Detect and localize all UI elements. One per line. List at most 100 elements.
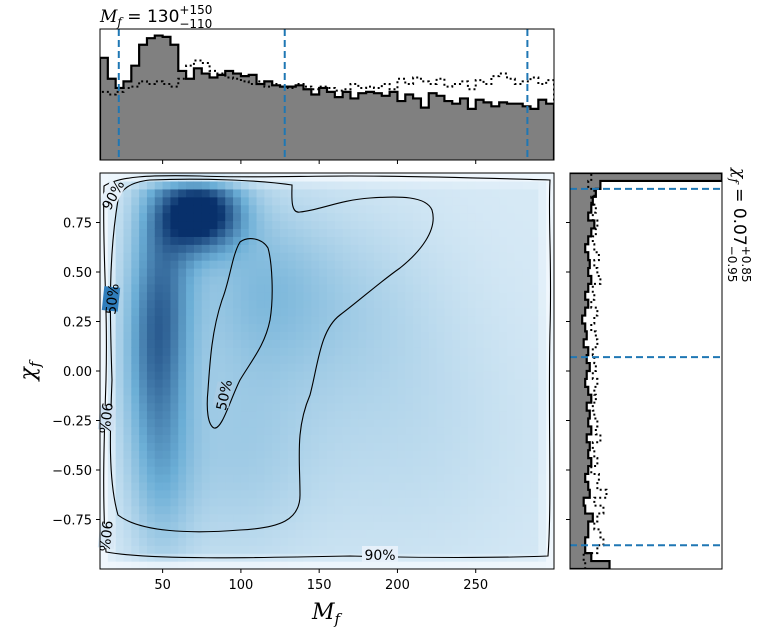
heatmap-cell	[491, 252, 500, 261]
heatmap-cell	[162, 173, 172, 182]
heatmap-cell	[460, 315, 469, 325]
heatmap-cell	[319, 450, 328, 459]
heatmap-cell	[256, 426, 265, 435]
heatmap-cell	[107, 466, 117, 475]
heatmap-cell	[538, 426, 547, 435]
heatmap-cell	[452, 418, 461, 428]
contour-50-inner	[206, 238, 273, 429]
heatmap-cell	[405, 402, 414, 412]
heatmap-cell	[452, 283, 461, 293]
heatmap-cell	[170, 466, 179, 475]
heatmap-cell	[436, 331, 446, 340]
heatmap-cell	[193, 561, 203, 569]
heatmap-cell	[287, 307, 297, 317]
heatmap-cell	[381, 252, 391, 261]
heatmap-cell	[264, 236, 273, 245]
heatmap-cell	[389, 299, 399, 309]
heatmap-cell	[327, 331, 336, 340]
heatmap-cell	[178, 386, 187, 396]
heatmap-cell	[483, 220, 492, 230]
heatmap-cell	[546, 418, 554, 428]
heatmap-cell	[358, 481, 367, 491]
heatmap-cell	[499, 347, 508, 356]
heatmap-cell	[405, 236, 414, 245]
heatmap-cell	[178, 244, 187, 253]
heatmap-cell	[217, 410, 226, 420]
heatmap-cell	[209, 489, 219, 499]
heatmap-cell	[287, 347, 297, 356]
heatmap-cell	[444, 331, 453, 340]
heatmap-cell	[225, 497, 234, 507]
heatmap-cell	[100, 315, 109, 325]
heatmap-cell	[538, 331, 547, 340]
heatmap-cell	[186, 220, 195, 230]
heatmap-cell	[413, 442, 422, 451]
heatmap-cell	[295, 545, 305, 554]
heatmap-cell	[131, 442, 140, 451]
heatmap-cell	[483, 537, 492, 546]
heatmap-cell	[162, 394, 172, 404]
heatmap-cell	[225, 561, 234, 569]
heatmap-cell	[233, 220, 242, 230]
heatmap-cell	[358, 442, 367, 451]
heatmap-cell	[295, 355, 305, 364]
heatmap-cell	[475, 521, 485, 530]
heatmap-cell	[366, 497, 375, 507]
heatmap-cell	[413, 473, 422, 483]
heatmap-cell	[107, 323, 117, 332]
heatmap-cell	[381, 347, 391, 356]
heatmap-cell	[334, 188, 344, 198]
heatmap-cell	[115, 307, 125, 317]
heatmap-cell	[115, 331, 125, 340]
heatmap-cell	[522, 260, 532, 269]
heatmap-cell	[201, 513, 211, 523]
heatmap-cell	[530, 180, 539, 190]
heatmap-cell	[483, 505, 492, 515]
heatmap-cell	[499, 315, 508, 325]
heatmap-cell	[264, 252, 273, 261]
heatmap-cell	[131, 228, 140, 237]
heatmap-cell	[522, 394, 532, 404]
heatmap-cell	[178, 394, 187, 404]
heatmap-cell	[507, 275, 516, 285]
heatmap-cell	[233, 450, 242, 459]
heatmap-cell	[452, 331, 461, 340]
heatmap-cell	[272, 323, 281, 332]
heatmap-cell	[538, 180, 547, 190]
heatmap-cell	[311, 268, 320, 277]
heatmap-cell	[131, 220, 140, 230]
heatmap-cell	[264, 188, 273, 198]
heatmap-cell	[467, 220, 477, 230]
heatmap-cell	[327, 236, 336, 245]
heatmap-cell	[366, 220, 375, 230]
heatmap-cell	[366, 347, 375, 356]
heatmap-cell	[389, 212, 399, 222]
heatmap-cell	[225, 307, 234, 317]
heatmap-cell	[334, 458, 344, 467]
heatmap-cell	[499, 545, 508, 554]
heatmap-cell	[342, 426, 352, 435]
heatmap-cell	[358, 426, 367, 435]
heatmap-cell	[373, 355, 383, 364]
heatmap-cell	[280, 173, 289, 182]
heatmap-cell	[146, 315, 156, 325]
heatmap-cell	[217, 450, 226, 459]
heatmap-cell	[522, 315, 532, 325]
heatmap-cell	[240, 323, 250, 332]
heatmap-cell	[428, 355, 438, 364]
heatmap-cell	[327, 410, 336, 420]
heatmap-cell	[327, 561, 336, 569]
heatmap-cell	[217, 497, 226, 507]
heatmap-cell	[240, 268, 250, 277]
heatmap-cell	[115, 466, 125, 475]
heatmap-cell	[413, 212, 422, 222]
heatmap-cell	[475, 410, 485, 420]
heatmap-cell	[436, 228, 446, 237]
heatmap-cell	[342, 220, 352, 230]
heatmap-cell	[342, 505, 352, 515]
heatmap-cell	[334, 394, 344, 404]
heatmap-cell	[507, 196, 516, 206]
heatmap-cell	[280, 252, 289, 261]
heatmap-cell	[319, 505, 328, 515]
heatmap-cell	[366, 410, 375, 420]
